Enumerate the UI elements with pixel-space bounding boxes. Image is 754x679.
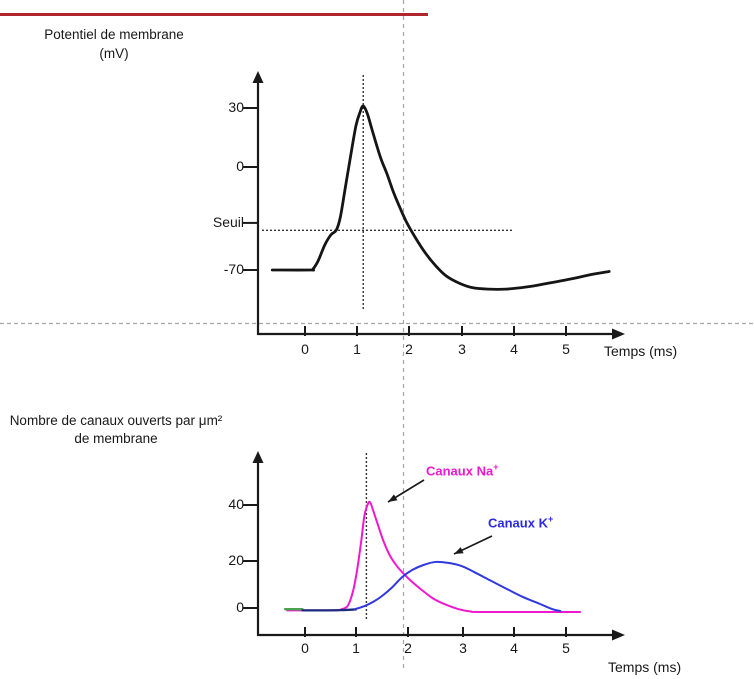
canaux-k-label-text: Canaux K bbox=[488, 515, 548, 531]
canaux-na-label: Canaux Na+ bbox=[426, 462, 498, 478]
chart0-x-tick-label: 0 bbox=[301, 341, 309, 357]
chart0-x-tick-label: 2 bbox=[405, 341, 413, 357]
chart0-y-tick-label: -70 bbox=[223, 261, 244, 277]
chart1-y-tick-label: 20 bbox=[228, 552, 244, 568]
chart0-x-tick-label: 4 bbox=[510, 341, 518, 357]
slide-accent-line bbox=[0, 13, 428, 16]
membrane-chart-title: Potentiel de membrane (mV) bbox=[22, 25, 206, 63]
channels-x-axis-label: Temps (ms) bbox=[608, 659, 682, 675]
membrane-x-axis-label: Temps (ms) bbox=[604, 343, 678, 359]
canaux-na-label-sup: + bbox=[493, 462, 499, 472]
chart0-y-tick-label: 0 bbox=[236, 158, 244, 174]
chart0-x-tick-label: 3 bbox=[458, 341, 466, 357]
chart0-y-tick-label: Seuil bbox=[212, 213, 244, 230]
chart1-x-tick-label: 1 bbox=[352, 640, 360, 656]
chart1-x-tick-label: 3 bbox=[459, 640, 467, 656]
chart0-y-tick-label: 30 bbox=[228, 99, 244, 115]
chart1-y-tick-label: 40 bbox=[228, 496, 244, 512]
chart1-y-tick-label: 0 bbox=[236, 599, 244, 615]
chart0-x-tick-label: 5 bbox=[562, 341, 570, 357]
chart1-x-tick-label: 5 bbox=[562, 640, 570, 656]
chart1-x-tick-label: 4 bbox=[510, 640, 518, 656]
channels-chart-title-text: Nombre de canaux ouverts par μm² bbox=[9, 413, 223, 428]
canaux-na-label-text: Canaux Na bbox=[426, 463, 494, 479]
canaux-k-label: Canaux K+ bbox=[488, 514, 553, 530]
channels-chart-title-line2: de membrane bbox=[74, 431, 158, 446]
channels-chart-title: Nombre de canaux ouverts par μm² de memb… bbox=[0, 412, 240, 448]
membrane-chart-unit: (mV) bbox=[99, 46, 129, 61]
chart1-x-tick-label: 0 bbox=[301, 640, 309, 656]
chart0-x-tick-label: 1 bbox=[353, 341, 361, 357]
membrane-chart-title-text: Potentiel de membrane bbox=[44, 27, 184, 42]
canaux-k-label-sup: + bbox=[547, 514, 554, 524]
chart1-x-tick-label: 2 bbox=[404, 640, 412, 656]
